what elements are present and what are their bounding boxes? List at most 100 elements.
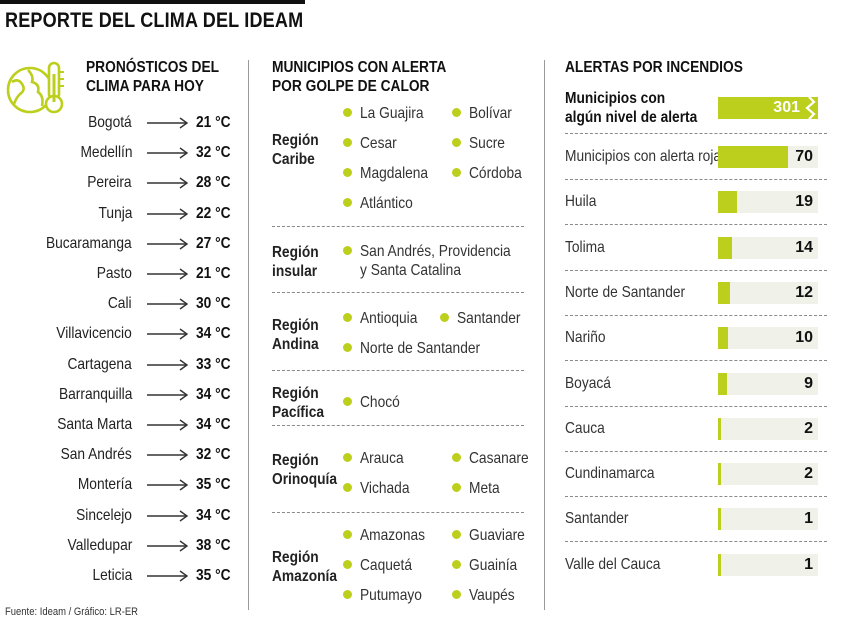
municipio-name: Caquetá [360,557,413,574]
alert-category: Valle del Cauca [565,555,661,573]
municipio-name: Bolívar [469,105,512,122]
alert-separator [565,269,827,271]
alert-value: 1 [804,555,813,573]
bullet-dot-icon [343,246,352,255]
bullet-dot-icon [343,313,352,322]
alert-category: Huila [565,193,597,211]
city-name: Medellín [79,144,132,162]
municipio-item: Chocó [343,393,406,413]
municipio-item: Bolívar [452,104,519,124]
total-separator [565,133,827,134]
title-rule [0,0,305,4]
city-name: Pasto [96,265,132,282]
alert-bar-track [718,281,818,304]
arrow-right-icon [147,177,189,189]
municipio-item: y Santa Catalina [360,261,477,281]
city-temperature: 35 °C [196,476,231,494]
alert-separator [565,179,827,180]
forecast-row: Sincelejo 34 °C [0,505,240,527]
alert-category: Cundinamarca [565,465,655,483]
bullet-dot-icon [343,530,352,539]
alert-bar [718,146,788,168]
city-name: Montería [77,476,132,494]
city-temperature: 21 °C [196,114,231,131]
municipio-name: La Guajira [360,105,424,122]
bullet-dot-icon [452,590,461,599]
municipio-item: Antioquia [343,309,427,329]
alert-value: 9 [804,374,813,392]
forecast-row: Cartagena 33 °C [0,354,240,376]
forecast-row: Cali 30 °C [0,293,240,315]
municipio-item: Guaviare [452,526,534,546]
municipio-item: Casanare [452,449,538,469]
alert-category: Nariño [565,329,606,347]
municipio-name: Magdalena [360,165,429,182]
city-name: San Andrés [60,446,132,464]
municipio-item: Guainía [452,556,525,576]
forecast-row: Santa Marta 34 °C [0,414,240,436]
municipio-item: Córdoba [452,164,530,184]
alert-category: Norte de Santander [565,283,686,301]
city-name: Sincelejo [76,506,132,524]
forecast-row: Tunja 22 °C [0,203,240,225]
alert-category: Cauca [565,419,605,437]
forecast-row: Medellín 32 °C [0,142,240,164]
page-title: REPORTE DEL CLIMA DEL IDEAM [5,9,304,32]
bullet-dot-icon [440,313,449,322]
forecast-row: Barranquilla 34 °C [0,384,240,406]
arrow-right-icon [147,238,189,250]
alert-bar [718,236,732,259]
alert-separator [565,360,827,362]
municipio-item: Norte de Santander [343,339,500,359]
alert-bar [718,553,721,576]
bullet-dot-icon [452,138,461,147]
city-name: Valledupar [67,536,132,554]
region-separator [272,226,524,227]
city-temperature: 32 °C [196,144,231,162]
bullet-dot-icon [343,560,352,569]
city-temperature: 35 °C [196,567,231,584]
region-separator [272,512,524,513]
arrow-right-icon [147,540,189,552]
bullet-dot-icon [343,198,352,207]
region-name: Región Pacífica [272,385,325,421]
alert-separator [565,496,827,498]
city-name: Barranquilla [58,385,132,403]
alert-bar-track [718,508,818,531]
alert-value: 14 [795,238,813,256]
forecast-row: Leticia 35 °C [0,565,240,587]
city-temperature: 34 °C [196,416,231,433]
alert-bar [718,372,727,395]
arrow-right-icon [147,268,189,280]
forecast-row: Villavicencio 34 °C [0,323,240,345]
municipio-item: San Andrés, Providencia [343,242,535,262]
region-name: Región insular [272,244,319,280]
city-name: Villavicencio [56,325,132,343]
alert-value: 1 [804,510,813,528]
bullet-dot-icon [343,138,352,147]
arrow-right-icon [147,449,189,461]
bullet-dot-icon [452,560,461,569]
alert-value: 70 [795,148,813,165]
city-temperature: 28 °C [196,174,231,192]
arrow-right-icon [147,298,189,310]
municipio-item: Arauca [343,449,411,469]
alert-separator [565,405,827,407]
city-name: Bogotá [88,114,132,131]
region-separator [272,425,524,426]
region-name: Región Orinoquía [272,452,337,488]
municipio-name: Guaviare [469,527,525,544]
city-name: Leticia [92,567,132,584]
municipio-name: Sucre [469,135,505,152]
heat-heading: MUNICIPIOS CON ALERTA POR GOLPE DE CALOR [272,59,447,95]
alert-value: 2 [804,465,813,483]
alert-bar-track [718,191,818,214]
arrow-right-icon [147,208,189,220]
municipio-name: Norte de Santander [360,340,481,357]
bullet-dot-icon [343,483,352,492]
alert-bar [718,281,730,304]
city-name: Tunja [98,204,132,222]
alert-category: Boyacá [565,374,611,392]
alert-category: Tolima [565,238,605,256]
city-name: Santa Marta [57,416,132,433]
